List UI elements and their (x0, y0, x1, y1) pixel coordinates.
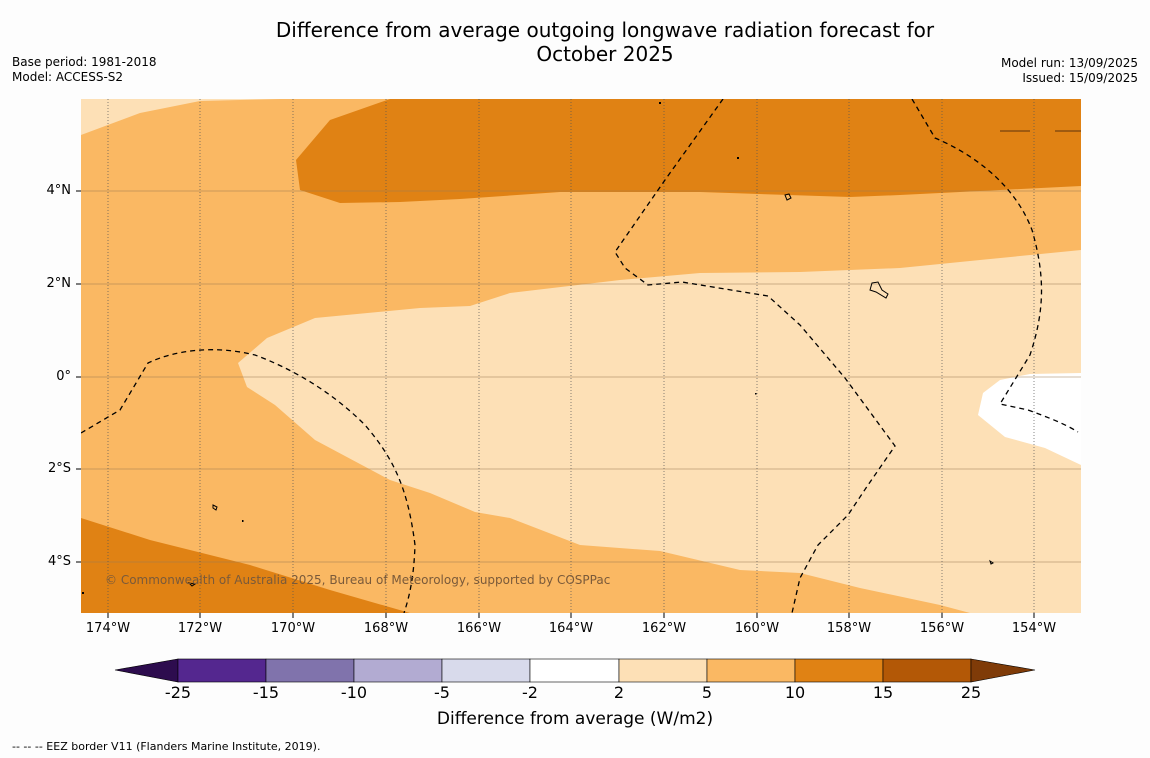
lat-label-0: 0° (56, 369, 71, 384)
eez-border-west (81, 349, 416, 613)
island-dots (82, 102, 1081, 594)
eez-border-east (911, 99, 1079, 433)
region-neutral-east (978, 373, 1081, 465)
lat-label-4s: 4°S (47, 554, 71, 569)
eez-footnote: -- -- -- EEZ border V11 (Flanders Marine… (12, 740, 321, 753)
model-name: Model: ACCESS-S2 (12, 70, 124, 84)
lat-label-2n: 2°N (46, 276, 72, 291)
lat-label-4n: 4°N (46, 183, 72, 198)
issued-date: Issued: 15/09/2025 (1022, 71, 1138, 85)
colorbar-bin-6 (618, 658, 708, 683)
island-1 (784, 193, 792, 201)
lon-label-162w: 162°W (641, 621, 687, 636)
colorbar-bin-8 (794, 658, 884, 683)
lon-label-172w: 172°W (177, 621, 223, 636)
colorbar-bin-9 (882, 658, 972, 683)
island-4 (187, 582, 197, 587)
lat-ticks (76, 190, 81, 563)
map-title: Difference from average outgoing longwav… (200, 18, 1010, 66)
lon-label-160w: 160°W (734, 621, 780, 636)
lon-label-170w: 170°W (270, 621, 316, 636)
copyright-text: © Commonwealth of Australia 2025, Bureau… (105, 573, 610, 587)
title-line-1: Difference from average outgoing longwav… (275, 18, 935, 42)
colorbar-tick-5: 5 (701, 683, 713, 702)
lon-ticks (107, 613, 1035, 618)
island-2 (869, 281, 889, 299)
colorbar-tick-2: 2 (613, 683, 625, 702)
eez-border-central (614, 99, 896, 613)
base-period: Base period: 1981-2018 (12, 55, 157, 69)
colorbar (114, 658, 1036, 683)
region-dark-sw (81, 518, 410, 613)
colorbar-extend-max (970, 658, 1036, 683)
colorbar-bin-2 (265, 658, 355, 683)
lon-label-158w: 158°W (826, 621, 872, 636)
colorbar-bin-3 (353, 658, 443, 683)
region-light-central (238, 250, 1081, 613)
colorbar-tick-neg2: -2 (522, 683, 538, 702)
colorbar-tick-neg15: -15 (252, 683, 280, 702)
run-info: Model run: 13/09/2025 Issued: 15/09/2025 (1001, 56, 1138, 86)
region-light-nw (81, 99, 280, 135)
latitude-gridlines (81, 190, 1081, 563)
base-info: Base period: 1981-2018 Model: ACCESS-S2 (12, 55, 157, 85)
lon-label-156w: 156°W (919, 621, 965, 636)
island-5 (989, 559, 994, 565)
lat-label-2s: 2°S (47, 461, 71, 476)
region-dark-north (296, 99, 1081, 203)
lon-label-166w: 166°W (456, 621, 502, 636)
colorbar-bin-1 (177, 658, 267, 683)
eez-borders (81, 99, 1079, 613)
lon-label-174w: 174°W (85, 621, 131, 636)
colorbar-extend-min (114, 658, 179, 683)
title-line-2: October 2025 (536, 42, 674, 66)
lon-label-168w: 168°W (363, 621, 409, 636)
map-plot (81, 99, 1081, 613)
colorbar-tick-25: 25 (960, 683, 982, 702)
colorbar-title: Difference from average (W/m2) (436, 709, 714, 729)
lon-label-154w: 154°W (1011, 621, 1057, 636)
lon-label-164w: 164°W (548, 621, 594, 636)
colorbar-tick-15: 15 (872, 683, 894, 702)
colorbar-bin-5 (529, 658, 620, 683)
colorbar-tick-neg10: -10 (340, 683, 368, 702)
island-3 (212, 504, 218, 511)
colorbar-tick-10: 10 (784, 683, 806, 702)
model-run: Model run: 13/09/2025 (1000, 56, 1138, 70)
colorbar-tick-neg5: -5 (434, 683, 450, 702)
colorbar-bin-4 (441, 658, 531, 683)
islands (187, 193, 994, 587)
colorbar-bin-7 (706, 658, 796, 683)
colorbar-tick-neg25: -25 (164, 683, 192, 702)
